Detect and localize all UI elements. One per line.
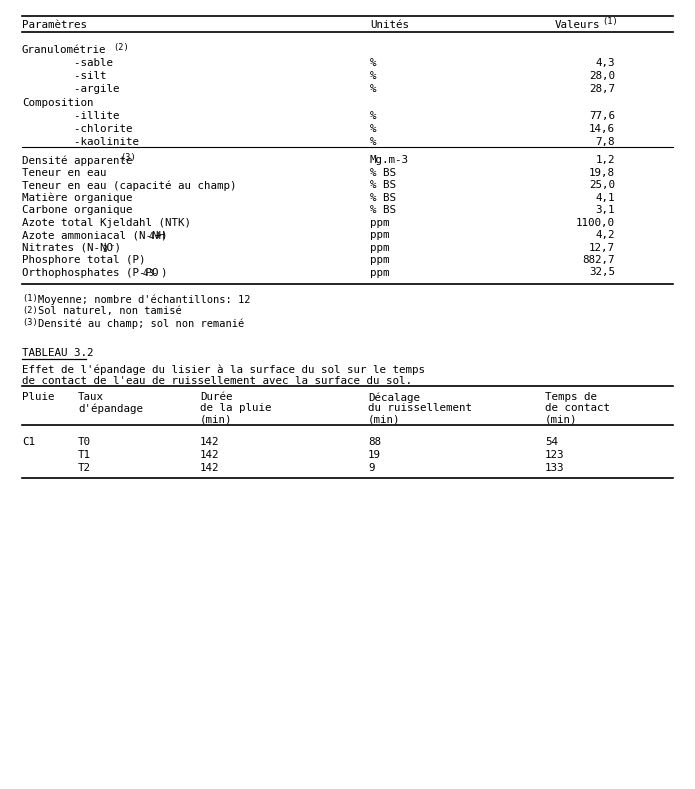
Text: Temps de: Temps de [545, 392, 597, 402]
Text: (min): (min) [200, 414, 233, 424]
Text: (min): (min) [368, 414, 400, 424]
Text: -silt: -silt [22, 71, 106, 81]
Text: Décalage: Décalage [368, 392, 420, 402]
Text: Pluie: Pluie [22, 392, 54, 402]
Text: 4: 4 [149, 232, 154, 241]
Text: 4,3: 4,3 [596, 58, 615, 68]
Text: +: + [154, 230, 161, 240]
Text: 88: 88 [368, 437, 381, 447]
Text: (3): (3) [22, 318, 38, 327]
Text: %: % [370, 84, 377, 94]
Text: Orthophosphates (P-PO: Orthophosphates (P-PO [22, 267, 158, 278]
Text: 1,2: 1,2 [596, 155, 615, 165]
Text: %: % [370, 124, 377, 134]
Text: (2): (2) [113, 43, 129, 52]
Text: 19: 19 [368, 450, 381, 460]
Text: 4: 4 [142, 270, 147, 279]
Text: 12,7: 12,7 [589, 242, 615, 252]
Text: 4,2: 4,2 [596, 230, 615, 240]
Text: 3,1: 3,1 [596, 205, 615, 215]
Text: 142: 142 [200, 437, 220, 447]
Text: de contact de l'eau de ruissellement avec la surface du sol.: de contact de l'eau de ruissellement ave… [22, 376, 412, 386]
Text: Teneur en eau (capacité au champ): Teneur en eau (capacité au champ) [22, 180, 236, 190]
Text: Taux: Taux [78, 392, 104, 402]
Text: Densité apparente: Densité apparente [22, 155, 133, 166]
Text: Composition: Composition [22, 98, 94, 108]
Text: Phosphore total (P): Phosphore total (P) [22, 255, 145, 265]
Text: 3: 3 [102, 245, 107, 253]
Text: TABLEAU 3.2: TABLEAU 3.2 [22, 348, 94, 358]
Text: Paramètres: Paramètres [22, 20, 87, 30]
Text: de contact: de contact [545, 403, 610, 413]
Text: Valeurs: Valeurs [555, 20, 600, 30]
Text: Teneur en eau: Teneur en eau [22, 167, 106, 178]
Text: C1: C1 [22, 437, 35, 447]
Text: 882,7: 882,7 [582, 255, 615, 265]
Text: %: % [370, 137, 377, 147]
Text: % BS: % BS [370, 180, 396, 190]
Text: 123: 123 [545, 450, 564, 460]
Text: %: % [370, 71, 377, 81]
Text: 1100,0: 1100,0 [576, 218, 615, 227]
Text: ppm: ppm [370, 230, 389, 240]
Text: T0: T0 [78, 437, 91, 447]
Text: Nitrates (N-NO: Nitrates (N-NO [22, 242, 113, 252]
Text: Mg.m-3: Mg.m-3 [370, 155, 409, 165]
Text: Sol naturel, non tamisé: Sol naturel, non tamisé [38, 306, 182, 316]
Text: % BS: % BS [370, 167, 396, 178]
Text: (1): (1) [602, 17, 618, 26]
Text: Granulométrie: Granulométrie [22, 45, 106, 55]
Text: Densité au champ; sol non remanié: Densité au champ; sol non remanié [38, 318, 244, 328]
Text: 28,7: 28,7 [589, 84, 615, 94]
Text: 28,0: 28,0 [589, 71, 615, 81]
Text: 133: 133 [545, 463, 564, 473]
Text: 9: 9 [368, 463, 375, 473]
Text: -illite: -illite [22, 111, 120, 121]
Text: -sable: -sable [22, 58, 113, 68]
Text: 4,1: 4,1 [596, 193, 615, 203]
Text: ppm: ppm [370, 218, 389, 227]
Text: 54: 54 [545, 437, 558, 447]
Text: Azote total Kjeldahl (NTK): Azote total Kjeldahl (NTK) [22, 218, 191, 227]
Text: -chlorite: -chlorite [22, 124, 133, 134]
Text: 32,5: 32,5 [589, 267, 615, 278]
Text: ppm: ppm [370, 242, 389, 252]
Text: Durée: Durée [200, 392, 233, 402]
Text: (3): (3) [120, 153, 136, 162]
Text: ⁻): ⁻) [108, 242, 121, 252]
Text: 3-: 3- [149, 270, 158, 279]
Text: 142: 142 [200, 463, 220, 473]
Text: 19,8: 19,8 [589, 167, 615, 178]
Text: ): ) [160, 230, 167, 240]
Text: %: % [370, 111, 377, 121]
Text: 14,6: 14,6 [589, 124, 615, 134]
Text: du ruissellement: du ruissellement [368, 403, 472, 413]
Text: Carbone organique: Carbone organique [22, 205, 133, 215]
Text: % BS: % BS [370, 205, 396, 215]
Text: 7,8: 7,8 [596, 137, 615, 147]
Text: Unités: Unités [370, 20, 409, 30]
Text: ): ) [160, 267, 167, 278]
Text: (min): (min) [545, 414, 578, 424]
Text: Matière organique: Matière organique [22, 193, 133, 203]
Text: de la pluie: de la pluie [200, 403, 272, 413]
Text: 77,6: 77,6 [589, 111, 615, 121]
Text: Azote ammoniacal (N-NH: Azote ammoniacal (N-NH [22, 230, 165, 240]
Text: 25,0: 25,0 [589, 180, 615, 190]
Text: (1): (1) [22, 294, 38, 303]
Text: d'épandage: d'épandage [78, 403, 143, 413]
Text: ppm: ppm [370, 255, 389, 265]
Text: T1: T1 [78, 450, 91, 460]
Text: -argile: -argile [22, 84, 120, 94]
Text: %: % [370, 58, 377, 68]
Text: 142: 142 [200, 450, 220, 460]
Text: % BS: % BS [370, 193, 396, 203]
Text: Moyenne; nombre d'échantillons: 12: Moyenne; nombre d'échantillons: 12 [38, 294, 250, 305]
Text: -kaolinite: -kaolinite [22, 137, 139, 147]
Text: Effet de l'épandage du lisier à la surface du sol sur le temps: Effet de l'épandage du lisier à la surfa… [22, 364, 425, 375]
Text: T2: T2 [78, 463, 91, 473]
Text: ppm: ppm [370, 267, 389, 278]
Text: (2): (2) [22, 306, 38, 315]
